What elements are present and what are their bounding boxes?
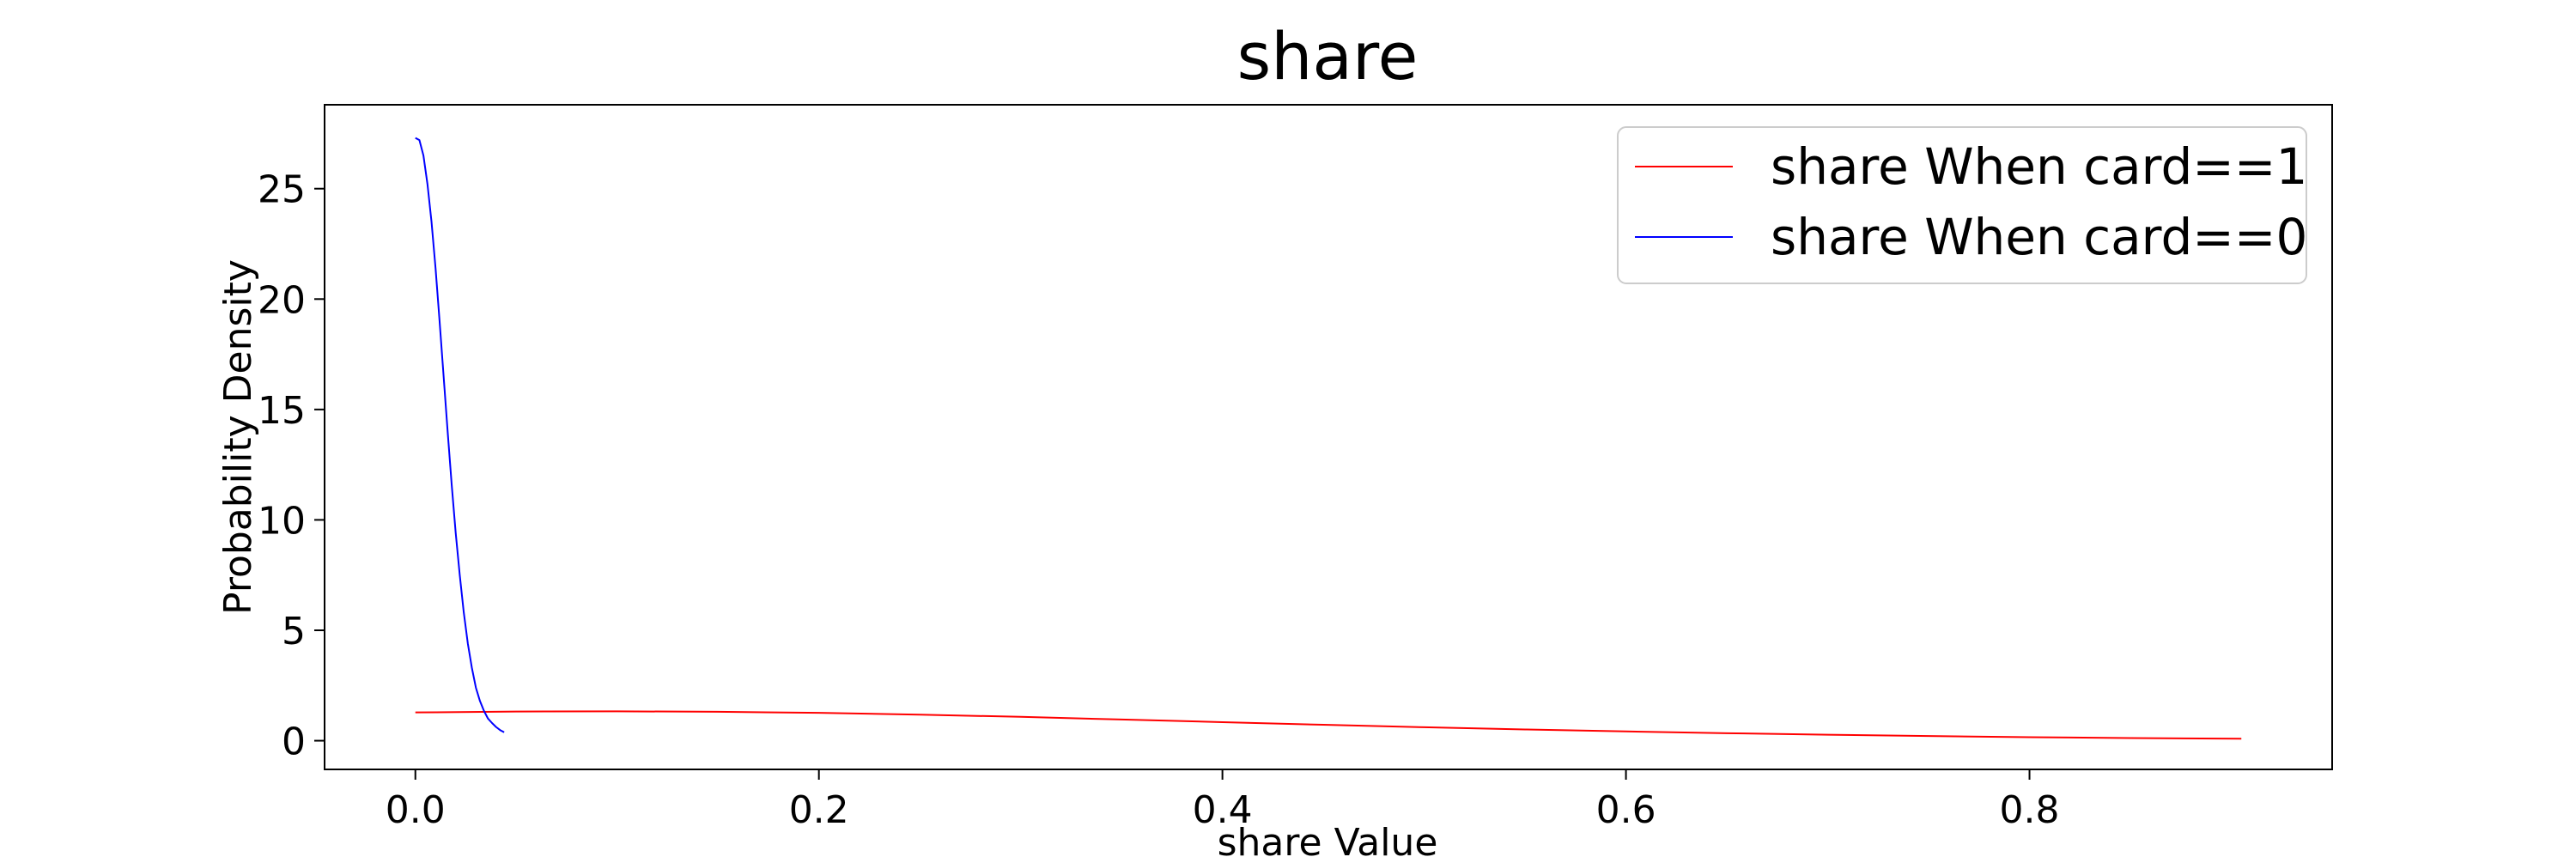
legend: share When card==1 share When card==0 [1617,126,2307,284]
plot-area-frame [324,104,2333,770]
x-tick-label: 0.4 [1193,788,1253,832]
y-tick-label: 20 [258,278,306,322]
chart-title: share [1237,18,1419,94]
y-tick-label: 10 [258,499,306,543]
series-layer [415,137,2242,740]
x-axis-label: share Value [1218,821,1438,859]
x-axis-ticks: 0.0 0.2 0.4 0.6 0.8 [386,769,2060,832]
y-tick-label: 5 [282,610,306,653]
x-tick-label: 0.8 [2000,788,2060,832]
x-tick-label: 0.6 [1596,788,1656,832]
x-tick-label: 0.0 [386,788,446,832]
legend-frame [1617,126,2307,284]
y-tick-label: 0 [282,720,306,764]
y-tick-label: 25 [258,168,306,212]
legend-label-card0: share When card==0 [1771,208,2307,266]
y-axis-ticks: 0 5 10 15 20 25 [258,168,325,764]
series-line-0 [415,710,2242,740]
legend-label-card1: share When card==1 [1771,137,2307,196]
y-axis-label: Probability Density [216,259,260,615]
y-tick-label: 15 [258,389,306,433]
series-line-1 [415,137,505,733]
x-tick-label: 0.2 [789,788,849,832]
